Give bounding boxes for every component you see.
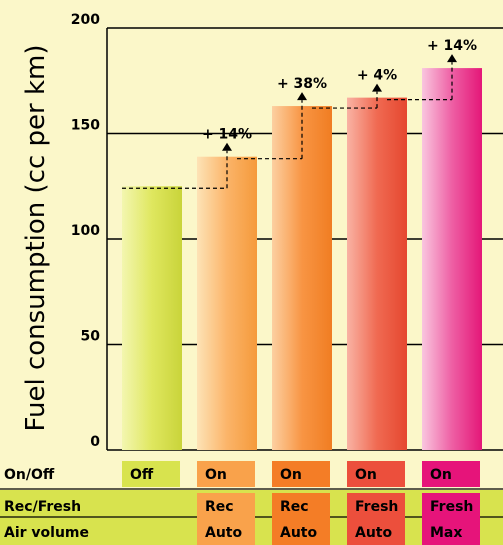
bar	[272, 106, 332, 450]
table-row-label: Air volume	[4, 525, 89, 541]
bar	[197, 156, 257, 450]
table-row-label: On/Off	[4, 467, 55, 483]
table-cell-text: Off	[130, 467, 154, 483]
table-cell-text: Auto	[205, 525, 242, 541]
y-tick-label: 150	[71, 118, 100, 134]
increase-label: + 14%	[427, 38, 477, 54]
bar	[122, 186, 182, 450]
arrow-head	[222, 142, 232, 151]
table-cell-text: Max	[430, 525, 462, 541]
table-cell	[272, 461, 330, 487]
y-axis-title: Fuel consumption (cc per km)	[21, 44, 51, 431]
table-cell	[197, 461, 255, 487]
table-cell-text: On	[205, 467, 227, 483]
table-cell-text: On	[430, 467, 452, 483]
table-cell-text: On	[280, 467, 302, 483]
arrow-head	[372, 83, 382, 92]
table-cell	[347, 461, 405, 487]
table-cell-text: On	[355, 467, 377, 483]
arrow-head	[297, 92, 307, 101]
table-cell-text: Auto	[355, 525, 392, 541]
y-tick-labels: 0 50 100 150 200	[71, 12, 100, 450]
table-cell	[272, 493, 330, 519]
increase-connectors	[122, 54, 457, 189]
table-cell	[272, 519, 330, 545]
bar	[422, 68, 482, 450]
increase-label: + 14%	[202, 127, 252, 143]
y-tick-label: 0	[90, 434, 100, 450]
table-cell-text: Auto	[280, 525, 317, 541]
increase-annotations: + 14% + 38% + 4% + 14%	[202, 38, 477, 143]
increase-label: + 4%	[357, 68, 397, 84]
bar	[347, 97, 407, 450]
table-cell-text: Fresh	[355, 499, 398, 515]
y-tick-label: 100	[71, 223, 100, 239]
table-cell-text: Fresh	[430, 499, 473, 515]
table-cell	[197, 493, 255, 519]
table-cell-text: Rec	[205, 499, 234, 515]
table-cell	[422, 493, 480, 519]
settings-table: On/Off Off On On On On Rec/Fresh Rec Rec Fresh Fre…	[0, 461, 503, 545]
increase-label: + 38%	[277, 76, 327, 92]
arrow-head	[447, 54, 457, 63]
y-tick-label: 200	[71, 12, 100, 28]
table-cell	[197, 519, 255, 545]
y-tick-label: 50	[81, 329, 101, 345]
table-cell	[347, 493, 405, 519]
table-row-label: Rec/Fresh	[4, 499, 81, 515]
table-cell	[347, 519, 405, 545]
table-cell	[122, 461, 180, 487]
bars-group	[122, 68, 482, 450]
table-cell-text: Rec	[280, 499, 309, 515]
table-cell	[422, 461, 480, 487]
table-cell	[422, 519, 480, 545]
